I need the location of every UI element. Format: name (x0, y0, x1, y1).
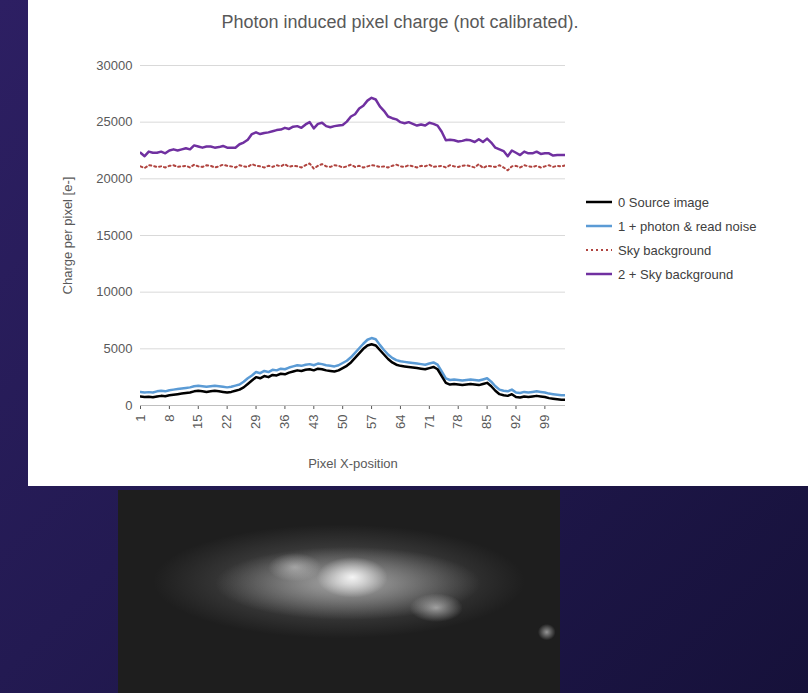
svg-text:1: 1 (133, 415, 148, 422)
svg-text:0: 0 (125, 398, 132, 413)
html-text:0 Source image: 0 Source image (618, 194, 710, 210)
svg-text:5000: 5000 (104, 341, 133, 356)
svg-text:36: 36 (277, 415, 292, 429)
html-text:1 + photon & read noise: 1 + photon & read noise (618, 218, 757, 234)
svg-text:71: 71 (421, 415, 436, 429)
svg-text:30000: 30000 (96, 58, 132, 73)
svg-text:64: 64 (393, 415, 408, 429)
svg-text:Charge per pixel [e-]: Charge per pixel [e-] (60, 177, 75, 295)
svg-text:22: 22 (219, 415, 234, 429)
html-text:Sky background: Sky background (618, 242, 712, 258)
svg-text:92: 92 (508, 415, 523, 429)
svg-text:15000: 15000 (96, 228, 132, 243)
svg-text:Pixel X-position: Pixel X-position (308, 456, 398, 471)
svg-text:99: 99 (537, 415, 552, 429)
svg-text:25000: 25000 (96, 114, 132, 129)
svg-text:20000: 20000 (96, 171, 132, 186)
svg-text:50: 50 (335, 415, 350, 429)
svg-text:78: 78 (450, 415, 465, 429)
svg-text:15: 15 (190, 415, 205, 429)
html-text:2 + Sky background: 2 + Sky background (618, 266, 734, 282)
svg-text:10000: 10000 (96, 284, 132, 299)
svg-text:57: 57 (364, 415, 379, 429)
svg-text:8: 8 (162, 415, 177, 422)
svg-text:85: 85 (479, 415, 494, 429)
svg-text:43: 43 (306, 415, 321, 429)
svg-text:29: 29 (248, 415, 263, 429)
html-text:Photon induced pixel charge (n: Photon induced pixel charge (not calibra… (221, 12, 579, 32)
